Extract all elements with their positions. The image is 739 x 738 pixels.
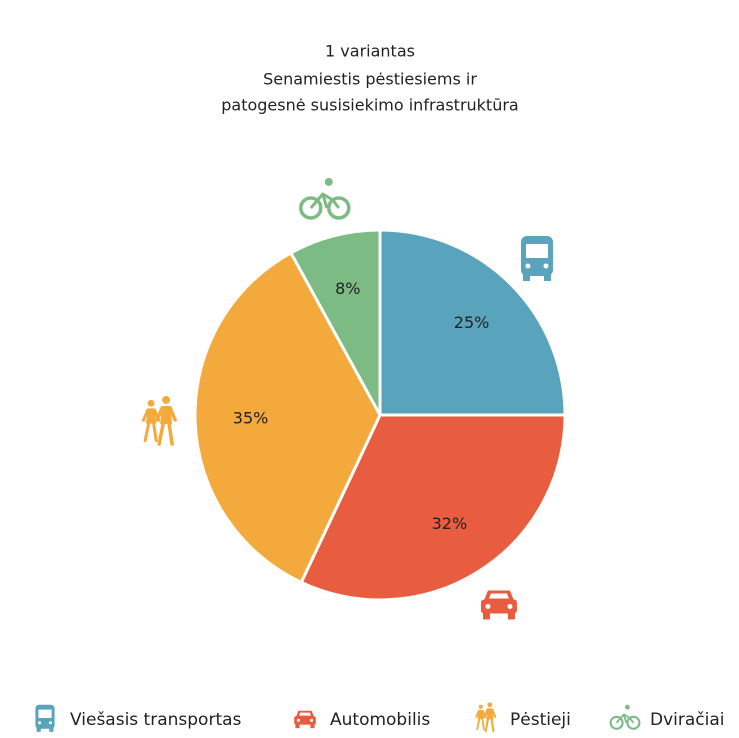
icon-part bbox=[309, 192, 340, 209]
icon-part bbox=[141, 408, 161, 443]
icon-part bbox=[36, 727, 41, 732]
icon-part bbox=[522, 274, 530, 282]
icon-part bbox=[626, 715, 641, 730]
icon-part bbox=[485, 603, 491, 609]
icon-part bbox=[478, 704, 483, 709]
icon-part bbox=[609, 715, 624, 730]
icon-part bbox=[327, 196, 351, 220]
legend-label: Viešasis transportas bbox=[70, 710, 242, 730]
icon-part bbox=[487, 702, 493, 708]
icon-part bbox=[299, 196, 323, 220]
icon-part bbox=[160, 405, 173, 424]
pie-slice bbox=[193, 250, 382, 585]
icon bbox=[294, 710, 316, 729]
icon-part bbox=[525, 263, 531, 269]
chart-subtitle: patogesnė susisiekimo infrastruktūra bbox=[221, 96, 518, 115]
value-label: 25% bbox=[454, 313, 490, 332]
pie-slice bbox=[378, 228, 567, 417]
icon bbox=[475, 702, 497, 733]
icon-part bbox=[477, 709, 484, 720]
chart-subtitle: Senamiestis pėstiesiems ir bbox=[263, 70, 477, 89]
icon-part bbox=[48, 721, 52, 725]
icon-part bbox=[299, 712, 311, 716]
icon-part bbox=[486, 708, 494, 720]
icon-part bbox=[155, 395, 177, 446]
icon-part bbox=[525, 244, 548, 259]
icon-part bbox=[543, 263, 549, 269]
icon-part bbox=[507, 612, 515, 620]
icon-part bbox=[155, 406, 177, 446]
icon bbox=[299, 177, 351, 220]
value-label: 8% bbox=[335, 279, 360, 298]
icon-part bbox=[296, 718, 300, 722]
icon-part bbox=[310, 718, 314, 722]
icon bbox=[520, 236, 553, 282]
pie-slice bbox=[288, 228, 382, 416]
icon-part bbox=[310, 724, 315, 729]
icon-part bbox=[162, 395, 171, 404]
icon bbox=[35, 704, 55, 732]
legend-label: Automobilis bbox=[330, 710, 430, 730]
icon-part bbox=[475, 704, 487, 731]
icon-part bbox=[625, 704, 630, 710]
icon-part bbox=[294, 716, 316, 725]
value-label: 32% bbox=[432, 514, 468, 533]
chart-title: 1 variantas bbox=[325, 42, 415, 61]
icon-part bbox=[475, 709, 487, 731]
icon bbox=[609, 704, 641, 730]
icon-part bbox=[146, 408, 157, 424]
icon-part bbox=[324, 177, 333, 186]
icon-part bbox=[483, 702, 497, 733]
icon-part bbox=[480, 599, 517, 614]
pie-slice bbox=[299, 413, 567, 602]
icon-part bbox=[38, 709, 52, 718]
value-label: 35% bbox=[233, 409, 269, 428]
icon-part bbox=[141, 399, 161, 443]
icon-part bbox=[49, 727, 54, 732]
legend-label: Pėstieji bbox=[510, 710, 571, 730]
legend-label: Dviračiai bbox=[650, 710, 725, 730]
icon bbox=[141, 395, 177, 446]
icon-part bbox=[38, 721, 42, 725]
icon-part bbox=[488, 593, 509, 599]
icon-part bbox=[483, 708, 497, 733]
icon-part bbox=[295, 724, 300, 729]
icon-part bbox=[615, 713, 635, 724]
icon-part bbox=[507, 603, 513, 609]
icon bbox=[480, 590, 517, 620]
icon-part bbox=[482, 612, 490, 620]
icon-part bbox=[147, 399, 155, 407]
icon-part bbox=[543, 274, 551, 282]
